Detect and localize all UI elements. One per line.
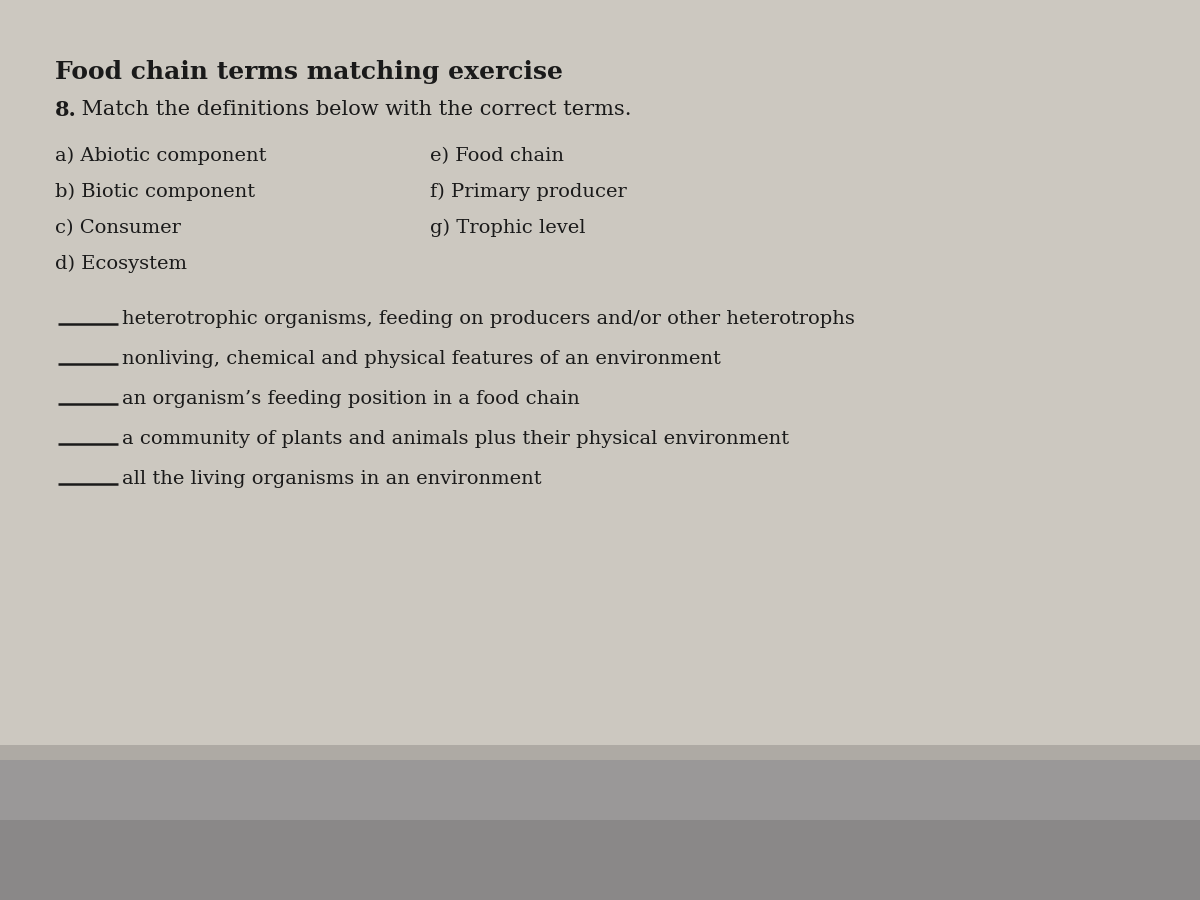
- Bar: [0, 745, 1200, 760]
- Bar: [0, 745, 1200, 900]
- Text: an organism’s feeding position in a food chain: an organism’s feeding position in a food…: [122, 390, 580, 408]
- Bar: [0, 820, 1200, 900]
- Text: a) Abiotic component: a) Abiotic component: [55, 147, 266, 166]
- Text: Match the definitions below with the correct terms.: Match the definitions below with the cor…: [74, 100, 631, 119]
- Text: g) Trophic level: g) Trophic level: [430, 219, 586, 238]
- Text: a community of plants and animals plus their physical environment: a community of plants and animals plus t…: [122, 430, 790, 448]
- Text: nonliving, chemical and physical features of an environment: nonliving, chemical and physical feature…: [122, 350, 721, 368]
- Text: heterotrophic organisms, feeding on producers and/or other heterotrophs: heterotrophic organisms, feeding on prod…: [122, 310, 854, 328]
- Text: d) Ecosystem: d) Ecosystem: [55, 255, 187, 274]
- Text: all the living organisms in an environment: all the living organisms in an environme…: [122, 470, 541, 488]
- Text: 8.: 8.: [55, 100, 77, 120]
- Text: b) Biotic component: b) Biotic component: [55, 183, 256, 202]
- Text: f) Primary producer: f) Primary producer: [430, 183, 626, 202]
- Text: Food chain terms matching exercise: Food chain terms matching exercise: [55, 60, 563, 84]
- Text: c) Consumer: c) Consumer: [55, 219, 181, 237]
- Text: e) Food chain: e) Food chain: [430, 147, 564, 165]
